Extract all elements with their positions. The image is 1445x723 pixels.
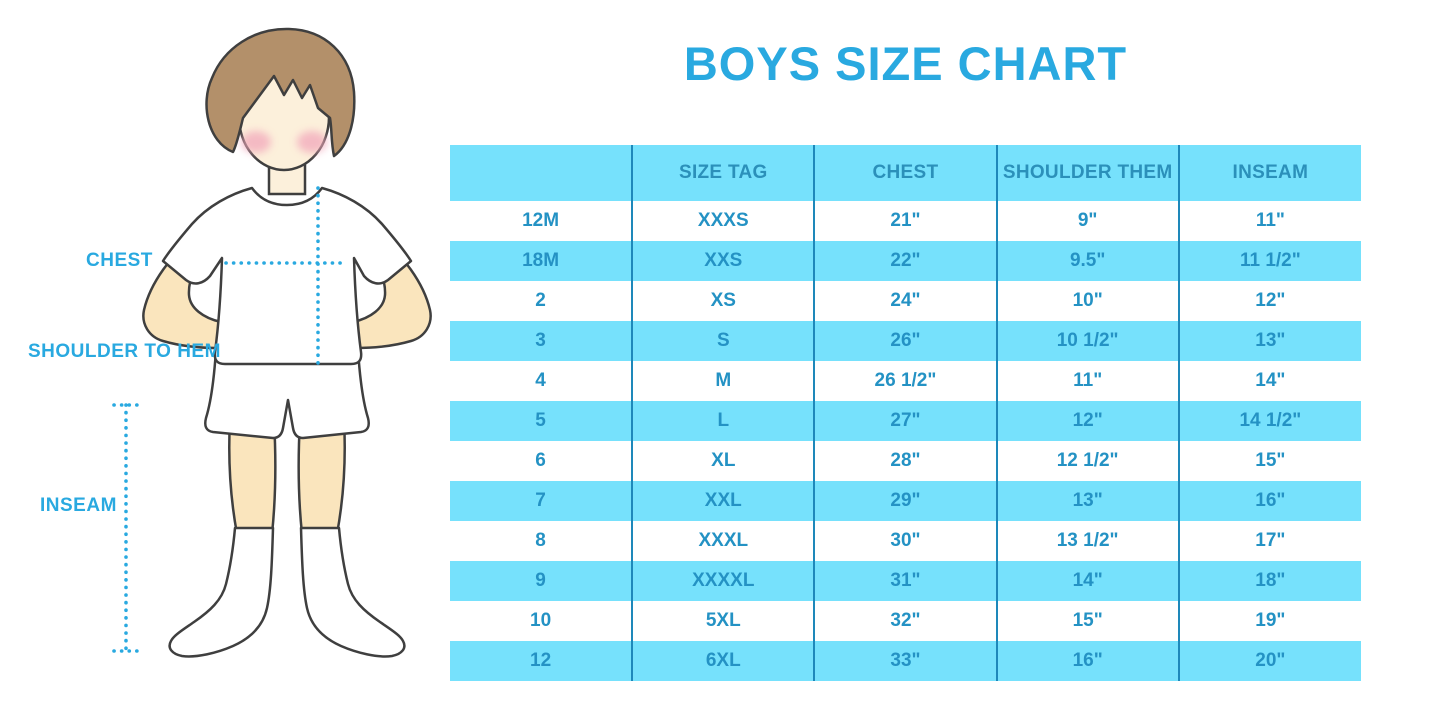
chest-label: CHEST	[86, 250, 153, 271]
shoulder-to-hem-label: SHOULDER TO HEM	[28, 341, 221, 362]
table-cell: 6	[535, 450, 546, 471]
table-row: 12 6XL 33" 16" 20"	[450, 641, 1361, 681]
table-cell: S	[631, 321, 815, 361]
table-cell: 11"	[1177, 201, 1361, 241]
table-cell: 18M	[522, 250, 560, 271]
table-cell: 26"	[813, 321, 997, 361]
table-cell: 9"	[995, 201, 1179, 241]
table-cell: 16"	[1177, 481, 1361, 521]
table-row: 10 5XL 32" 15" 19"	[450, 601, 1361, 641]
table-cell: 11"	[995, 361, 1179, 401]
table-cell: 13"	[1177, 321, 1361, 361]
table-cell: 24"	[813, 281, 997, 321]
table-cell: 12 1/2"	[995, 441, 1179, 481]
table-row: 4 M 26 1/2" 11" 14"	[450, 361, 1361, 401]
table-cell: 17"	[1177, 521, 1361, 561]
boy-cheeks	[241, 131, 327, 153]
boy-sock-right	[299, 526, 406, 658]
column-header: SIZE TAG	[631, 145, 815, 201]
table-cell: 8	[535, 530, 546, 551]
table-cell: XXXL	[631, 521, 815, 561]
table-row: 2 XS 24" 10" 12"	[450, 281, 1361, 321]
table-cell: 16"	[995, 641, 1179, 681]
boy-socks	[168, 526, 406, 658]
table-cell: L	[631, 401, 815, 441]
table-cell: 22"	[813, 241, 997, 281]
boy-measurement-illustration	[112, 27, 432, 658]
table-row: 6 XL 28" 12 1/2" 15"	[450, 441, 1361, 481]
boy-shirt	[161, 186, 413, 366]
table-row: 12M XXXS 21" 9" 11"	[450, 201, 1361, 241]
table-cell: 18"	[1177, 561, 1361, 601]
column-header: INSEAM	[1177, 145, 1361, 201]
table-cell: 4	[535, 370, 546, 391]
table-cell: 10"	[995, 281, 1179, 321]
table-cell: 20"	[1177, 641, 1361, 681]
size-table-body: 12M XXXS 21" 9" 11" 18M XXS 22" 9.5" 11 1/2" 2 XS 24…	[450, 201, 1361, 681]
boy-sock-left	[168, 526, 275, 658]
table-cell: 11 1/2"	[1177, 241, 1361, 281]
table-cell: XS	[631, 281, 815, 321]
table-cell: XXXS	[631, 201, 815, 241]
table-row: 18M XXS 22" 9.5" 11 1/2"	[450, 241, 1361, 281]
table-cell: 14 1/2"	[1177, 401, 1361, 441]
table-cell: 27"	[813, 401, 997, 441]
table-cell: 5	[535, 410, 546, 431]
table-cell: 31"	[813, 561, 997, 601]
table-cell: 33"	[813, 641, 997, 681]
table-row: 8 XXXL 30" 13 1/2" 17"	[450, 521, 1361, 561]
table-row: 9 XXXXL 31" 14" 18"	[450, 561, 1361, 601]
inseam-label: INSEAM	[40, 495, 117, 516]
size-table: SIZE TAG CHEST SHOULDER THEM INSEAM 12M XXXS…	[450, 145, 1361, 681]
table-cell: 14"	[995, 561, 1179, 601]
column-header: SHOULDER THEM	[995, 145, 1179, 201]
table-cell: 14"	[1177, 361, 1361, 401]
table-cell: 10	[530, 610, 552, 631]
page-title: BOYS SIZE CHART	[683, 37, 1128, 90]
table-row: 5 L 27" 12" 14 1/2"	[450, 401, 1361, 441]
inseam-measure-line	[112, 403, 143, 653]
table-cell: 3	[535, 330, 546, 351]
table-cell: 12"	[1177, 281, 1361, 321]
table-cell: 12M	[522, 210, 560, 231]
table-row: 3 S 26" 10 1/2" 13"	[450, 321, 1361, 361]
table-cell: 28"	[813, 441, 997, 481]
table-cell: XXS	[631, 241, 815, 281]
table-cell: 12"	[995, 401, 1179, 441]
table-cell: 19"	[1177, 601, 1361, 641]
table-cell: XL	[631, 441, 815, 481]
boy-legs	[228, 418, 346, 536]
table-cell: XXXXL	[631, 561, 815, 601]
table-cell: 5XL	[631, 601, 815, 641]
table-cell: 2	[535, 290, 546, 311]
table-cell: 26 1/2"	[813, 361, 997, 401]
table-cell: 15"	[1177, 441, 1361, 481]
table-cell: 9	[535, 570, 546, 591]
column-header: CHEST	[813, 145, 997, 201]
table-cell: 21"	[813, 201, 997, 241]
boy-hair	[205, 27, 356, 158]
boy-arms	[142, 236, 432, 350]
table-cell: 30"	[813, 521, 997, 561]
size-table-header: SIZE TAG CHEST SHOULDER THEM INSEAM	[450, 145, 1361, 201]
table-cell: 13 1/2"	[995, 521, 1179, 561]
table-cell: 6XL	[631, 641, 815, 681]
column-header	[450, 145, 632, 201]
table-cell: 9.5"	[995, 241, 1179, 281]
table-cell: 12	[530, 650, 552, 671]
table-cell: XXL	[631, 481, 815, 521]
boy-shorts	[204, 348, 370, 440]
table-cell: 10 1/2"	[995, 321, 1179, 361]
table-cell: 13"	[995, 481, 1179, 521]
table-cell: 15"	[995, 601, 1179, 641]
table-cell: M	[631, 361, 815, 401]
table-cell: 32"	[813, 601, 997, 641]
table-cell: 29"	[813, 481, 997, 521]
header-row: SIZE TAG CHEST SHOULDER THEM INSEAM	[450, 145, 1361, 201]
table-cell: 7	[535, 490, 546, 511]
table-row: 7 XXL 29" 13" 16"	[450, 481, 1361, 521]
